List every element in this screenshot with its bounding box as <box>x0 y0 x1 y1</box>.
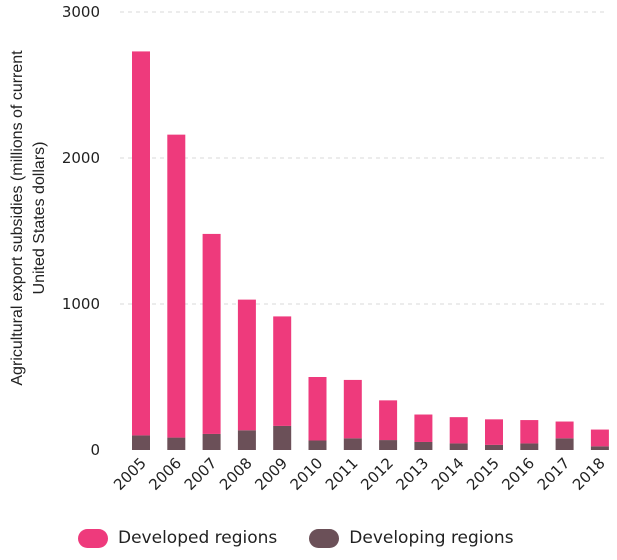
x-tick-label-2013: 2013 <box>392 454 432 494</box>
bar-developed-2013[interactable] <box>414 414 433 442</box>
bar-developing-2008[interactable] <box>237 430 256 450</box>
x-tick-label-2010: 2010 <box>287 454 327 494</box>
legend-item-developed[interactable]: Developed regions <box>78 528 277 548</box>
legend-item-developing[interactable]: Developing regions <box>309 528 514 548</box>
bar-developed-2007[interactable] <box>202 233 221 434</box>
bar-developed-2017[interactable] <box>555 421 574 439</box>
x-tick-label-2008: 2008 <box>216 454 256 494</box>
bar-developed-2006[interactable] <box>167 134 186 438</box>
x-tick-label-2005: 2005 <box>110 454 150 494</box>
bar-developing-2010[interactable] <box>308 440 327 450</box>
y-axis-ticks: 0 1000 2000 3000 <box>62 3 100 459</box>
x-tick-label-2011: 2011 <box>322 454 362 494</box>
bar-developed-2011[interactable] <box>343 379 362 439</box>
bar-developed-2008[interactable] <box>237 299 256 431</box>
x-tick-label-2017: 2017 <box>534 454 574 494</box>
y-tick-label-0: 0 <box>90 441 100 459</box>
bar-developing-2018[interactable] <box>590 446 609 450</box>
x-tick-label-2016: 2016 <box>498 454 538 494</box>
x-tick-label-2012: 2012 <box>357 454 397 494</box>
bar-developing-2009[interactable] <box>273 425 292 450</box>
y-axis-label-line-1: Agricultural export subsidies (millions … <box>9 50 26 386</box>
x-tick-label-2009: 2009 <box>251 454 291 494</box>
x-tick-label-2007: 2007 <box>181 454 221 494</box>
bar-developing-2011[interactable] <box>343 438 362 450</box>
y-tick-label-3000: 3000 <box>62 3 100 21</box>
y-axis-label-line-2: United States dollars) <box>31 142 48 295</box>
x-tick-label-2018: 2018 <box>569 454 609 494</box>
bar-developing-2015[interactable] <box>485 444 503 450</box>
bar-developed-2015[interactable] <box>485 419 503 445</box>
bar-developing-2016[interactable] <box>520 443 539 450</box>
y-tick-label-2000: 2000 <box>62 149 100 167</box>
bars <box>132 51 609 450</box>
gridlines <box>120 11 608 305</box>
legend-swatch-developed <box>78 528 108 548</box>
bar-developed-2005[interactable] <box>132 51 150 436</box>
bar-developed-2012[interactable] <box>379 400 398 441</box>
x-tick-label-2015: 2015 <box>463 454 503 494</box>
x-tick-label-2006: 2006 <box>145 454 185 494</box>
bar-developing-2013[interactable] <box>414 441 433 450</box>
bar-developed-2016[interactable] <box>520 420 539 444</box>
bar-developing-2005[interactable] <box>132 435 150 450</box>
bar-developing-2007[interactable] <box>202 433 221 450</box>
legend: Developed regions Developing regions <box>78 528 546 548</box>
x-tick-label-2014: 2014 <box>428 454 468 494</box>
bar-developing-2006[interactable] <box>167 437 186 450</box>
bar-developed-2010[interactable] <box>308 377 327 441</box>
x-axis-ticks: 2005200620072008200920102011201220132014… <box>110 454 609 494</box>
bar-developing-2012[interactable] <box>379 440 398 450</box>
bar-developed-2009[interactable] <box>273 316 292 426</box>
legend-label-developed: Developed regions <box>118 528 278 548</box>
legend-swatch-developing <box>309 528 340 548</box>
legend-label-developing: Developing regions <box>349 528 514 548</box>
bar-developed-2018[interactable] <box>590 429 609 447</box>
bar-developed-2014[interactable] <box>449 417 468 444</box>
y-tick-label-1000: 1000 <box>62 295 100 313</box>
bar-developing-2014[interactable] <box>449 443 468 450</box>
bar-developing-2017[interactable] <box>555 438 574 450</box>
